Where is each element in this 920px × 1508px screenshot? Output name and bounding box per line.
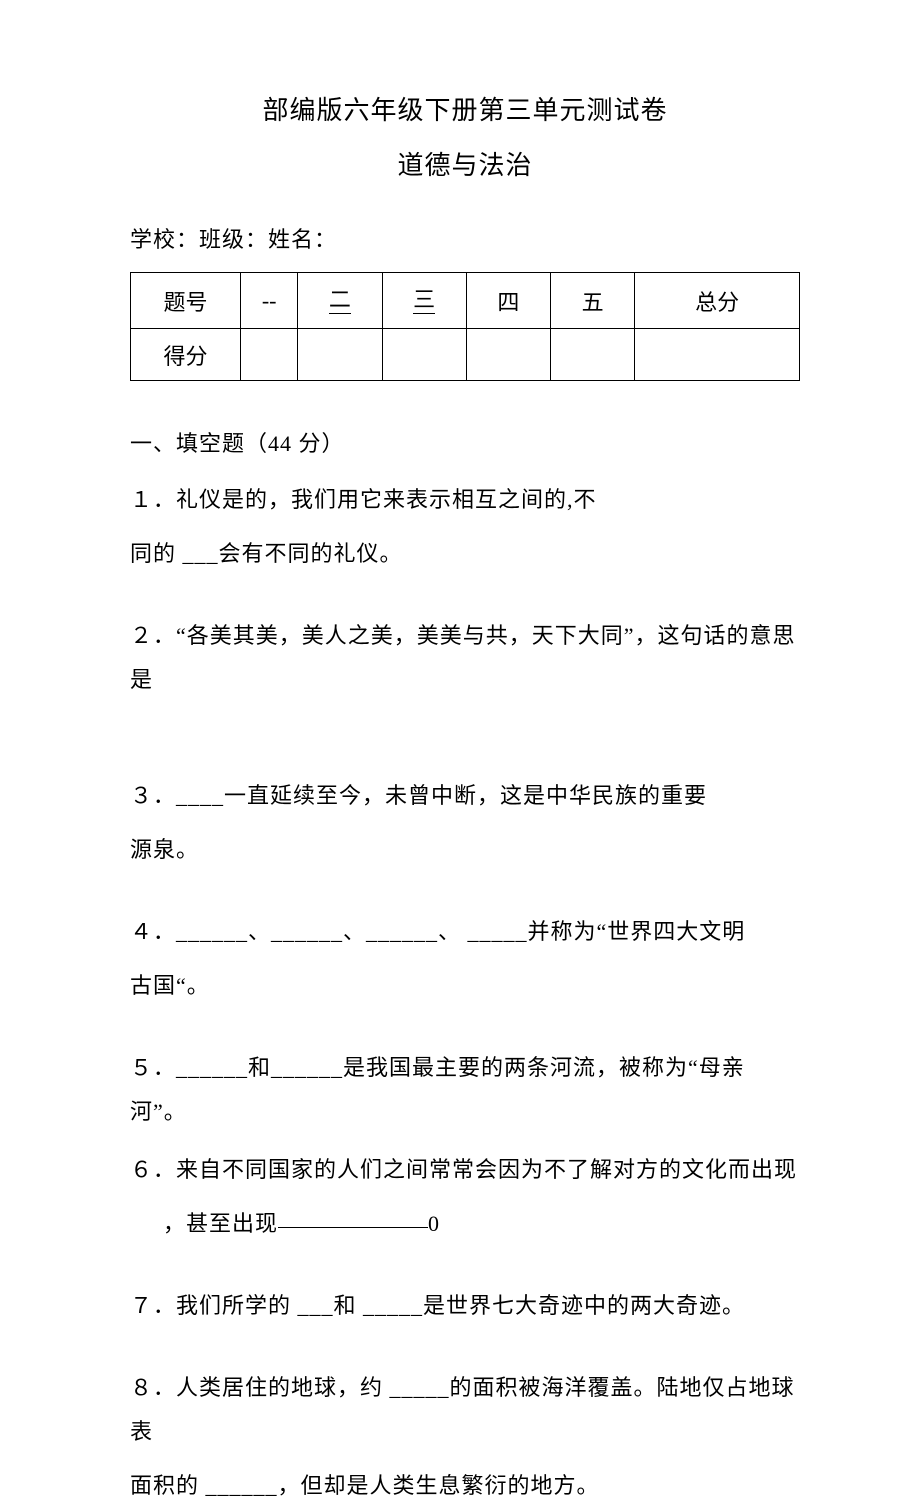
table-cell: 四 <box>466 273 550 329</box>
table-cell <box>382 329 466 381</box>
table-cell <box>466 329 550 381</box>
table-cell: 得分 <box>131 329 241 381</box>
question-4: ４．______、______、______、 _____并称为“世界四大文明 <box>130 910 800 954</box>
question-text: 同的 ___会有不同的礼仪。 <box>130 541 403 566</box>
fill-blank[interactable] <box>278 1227 428 1228</box>
question-text: ４．______、______、______、 _____并称为“世界四大文明 <box>130 919 745 944</box>
table-cell <box>551 329 635 381</box>
table-cell <box>635 329 800 381</box>
question-text: ，甚至出现 <box>163 1211 278 1236</box>
question-text: ２．“各美其美，美人之美，美美与共，天下大同”，这句话的意思是 <box>130 623 796 692</box>
table-row: 得分 <box>131 329 800 381</box>
table-text: 二 <box>329 288 351 313</box>
question-8: ８．人类居住的地球，约 _____的面积被海洋覆盖。陆地仅占地球表 <box>130 1366 800 1454</box>
doc-title-line1: 部编版六年级下册第三单元测试卷 <box>130 90 800 127</box>
question-2: ２．“各美其美，美人之美，美美与共，天下大同”，这句话的意思是 <box>130 614 800 702</box>
meta-info: 学校：班级：姓名： <box>130 222 800 254</box>
question-text: ８．人类居住的地球，约 _____的面积被海洋覆盖。陆地仅占地球表 <box>130 1375 795 1444</box>
question-8-cont: 面积的 ______，但却是人类生息繁衍的地方。 <box>130 1464 800 1508</box>
question-text: １．礼仪是的，我们用它来表示相互之间的,不 <box>130 487 597 512</box>
question-text: ６．来自不同国家的人们之间常常会因为不了解对方的文化而出现 <box>130 1157 797 1182</box>
question-1: １．礼仪是的，我们用它来表示相互之间的,不 <box>130 478 800 522</box>
question-6-cont: ，甚至出现 0 <box>130 1202 800 1246</box>
question-text: 面积的 ______，但却是人类生息繁衍的地方。 <box>130 1473 600 1498</box>
question-3-cont: 源泉。 <box>130 828 800 872</box>
question-text: 源泉。 <box>130 837 199 862</box>
table-row: 题号 -- 二 三 四 五 总分 <box>131 273 800 329</box>
table-text: 三 <box>413 288 435 313</box>
question-text: 0 <box>428 1211 440 1236</box>
table-cell: 五 <box>551 273 635 329</box>
table-cell <box>298 329 382 381</box>
table-cell <box>241 329 298 381</box>
table-cell: 三 <box>382 273 466 329</box>
table-cell: -- <box>241 273 298 329</box>
question-3: ３．____一直延续至今，未曾中断，这是中华民族的重要 <box>130 774 800 818</box>
question-7: ７．我们所学的 ___和 _____是世界七大奇迹中的两大奇迹。 <box>130 1284 800 1328</box>
table-cell: 总分 <box>635 273 800 329</box>
question-text: ７．我们所学的 ___和 _____是世界七大奇迹中的两大奇迹。 <box>130 1293 745 1318</box>
section-1-header: 一、填空题（44 分） <box>130 426 800 458</box>
question-1-cont: 同的 ___会有不同的礼仪。 <box>130 532 800 576</box>
question-text: 古国“。 <box>130 973 210 998</box>
question-4-cont: 古国“。 <box>130 964 800 1008</box>
question-text: ５．______和______是我国最主要的两条河流，被称为“母亲河”。 <box>130 1055 745 1124</box>
score-table: 题号 -- 二 三 四 五 总分 得分 <box>130 272 800 381</box>
doc-title-line2: 道德与法治 <box>130 145 800 182</box>
table-cell: 题号 <box>131 273 241 329</box>
table-cell: 二 <box>298 273 382 329</box>
question-text: ３．____一直延续至今，未曾中断，这是中华民族的重要 <box>130 783 707 808</box>
question-5: ５．______和______是我国最主要的两条河流，被称为“母亲河”。 <box>130 1046 800 1134</box>
question-6: ６．来自不同国家的人们之间常常会因为不了解对方的文化而出现 <box>130 1148 800 1192</box>
